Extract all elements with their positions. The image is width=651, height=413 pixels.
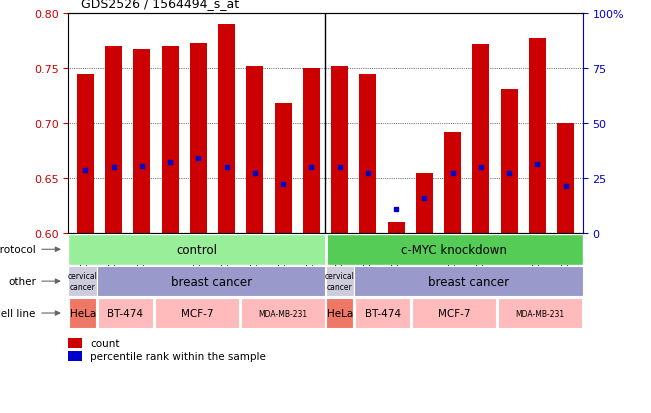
Text: other: other [8, 276, 36, 287]
Bar [331, 67, 348, 233]
Text: MDA-MB-231: MDA-MB-231 [515, 309, 564, 318]
Text: breast cancer: breast cancer [171, 275, 252, 288]
Bar [77, 75, 94, 233]
Text: c-MYC knockdown: c-MYC knockdown [401, 243, 507, 256]
Text: MDA-MB-231: MDA-MB-231 [258, 309, 307, 318]
Bar [557, 124, 574, 233]
Text: BT-474: BT-474 [365, 308, 400, 318]
Text: control: control [176, 243, 217, 256]
Text: MCF-7: MCF-7 [181, 308, 213, 318]
Text: GDS2526 / 1564494_s_at: GDS2526 / 1564494_s_at [81, 0, 240, 10]
Bar [155, 299, 239, 328]
Text: BT-474: BT-474 [107, 308, 143, 318]
Bar [190, 44, 207, 233]
Text: count: count [90, 338, 120, 348]
Bar [218, 25, 235, 233]
Text: HeLa: HeLa [70, 308, 96, 318]
Text: cervical
cancer: cervical cancer [325, 272, 355, 291]
Bar [416, 173, 433, 233]
Bar [501, 90, 518, 233]
Bar [529, 38, 546, 233]
Bar [326, 234, 583, 265]
Text: HeLa: HeLa [327, 308, 353, 318]
Bar [246, 67, 264, 233]
Bar [133, 50, 150, 233]
Bar [161, 47, 178, 233]
Bar [359, 75, 376, 233]
Text: cervical
cancer: cervical cancer [68, 272, 98, 291]
Bar [303, 69, 320, 233]
Text: breast cancer: breast cancer [428, 275, 509, 288]
Bar [412, 299, 496, 328]
Bar [68, 234, 326, 265]
Bar [275, 104, 292, 233]
Bar [355, 299, 410, 328]
Bar [68, 338, 83, 348]
Bar [387, 222, 405, 233]
Bar [98, 299, 153, 328]
Bar [444, 133, 461, 233]
Bar [326, 267, 354, 297]
Text: protocol: protocol [0, 244, 36, 255]
Bar [68, 267, 97, 297]
Bar [68, 351, 83, 361]
Text: cell line: cell line [0, 308, 36, 318]
Bar [326, 299, 353, 328]
Bar [354, 267, 583, 297]
Bar [473, 45, 490, 233]
Text: MCF-7: MCF-7 [438, 308, 470, 318]
Bar [241, 299, 325, 328]
Bar [498, 299, 582, 328]
Bar [105, 47, 122, 233]
Bar [97, 267, 326, 297]
Bar [69, 299, 96, 328]
Text: percentile rank within the sample: percentile rank within the sample [90, 351, 266, 361]
